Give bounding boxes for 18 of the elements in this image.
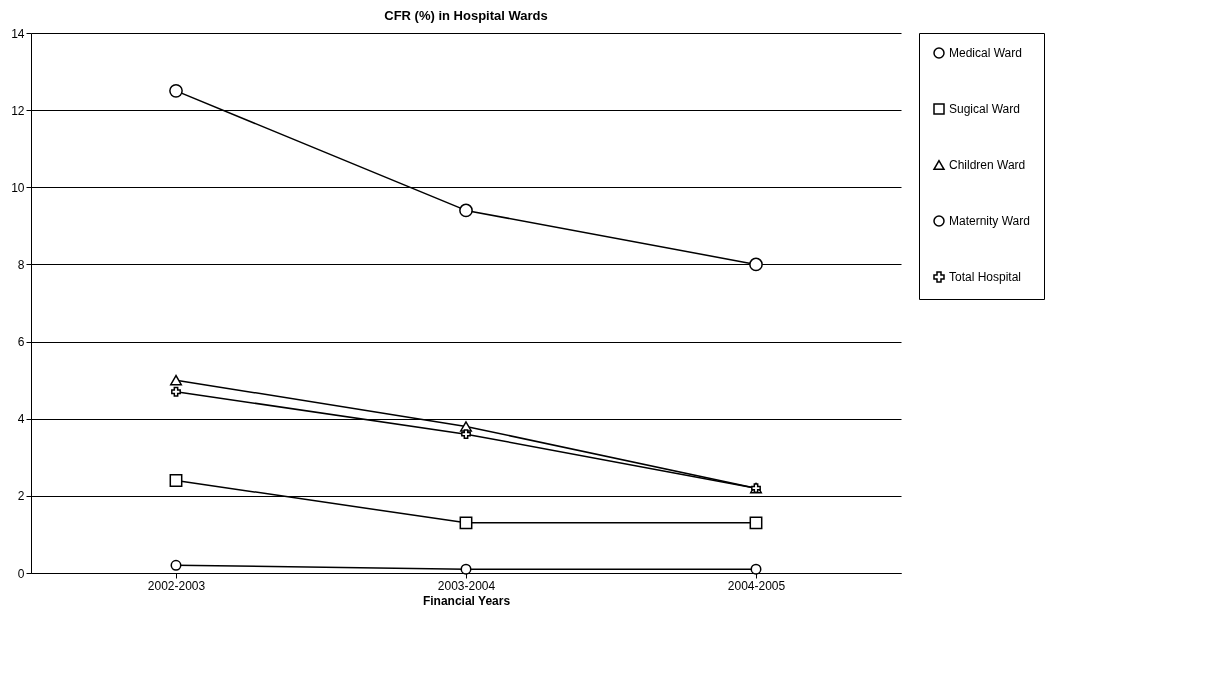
legend-label: Total Hospital: [949, 270, 1022, 284]
x-axis-title: Financial Years: [422, 593, 511, 608]
y-tick-label: 12: [11, 103, 25, 118]
legend-label: Maternity Ward: [949, 214, 1030, 228]
x-tick-label: 2004-2005: [727, 578, 786, 593]
y-tick-label: 6: [17, 335, 25, 350]
legend-label: Sugical Ward: [949, 102, 1020, 116]
y-tick-label: 14: [11, 26, 25, 41]
y-tick-label: 0: [17, 566, 25, 581]
legend-label: Medical Ward: [949, 46, 1022, 60]
y-tick-label: 8: [17, 257, 25, 272]
y-tick-label: 10: [11, 180, 25, 195]
legend-label: Children Ward: [949, 158, 1026, 172]
y-tick-label: 2: [17, 489, 25, 504]
chart-title: CFR (%) in Hospital Wards: [384, 8, 548, 23]
y-tick-label: 4: [17, 412, 25, 427]
x-tick-label: 2003-2004: [437, 578, 496, 593]
x-tick-label: 2002-2003: [147, 578, 206, 593]
